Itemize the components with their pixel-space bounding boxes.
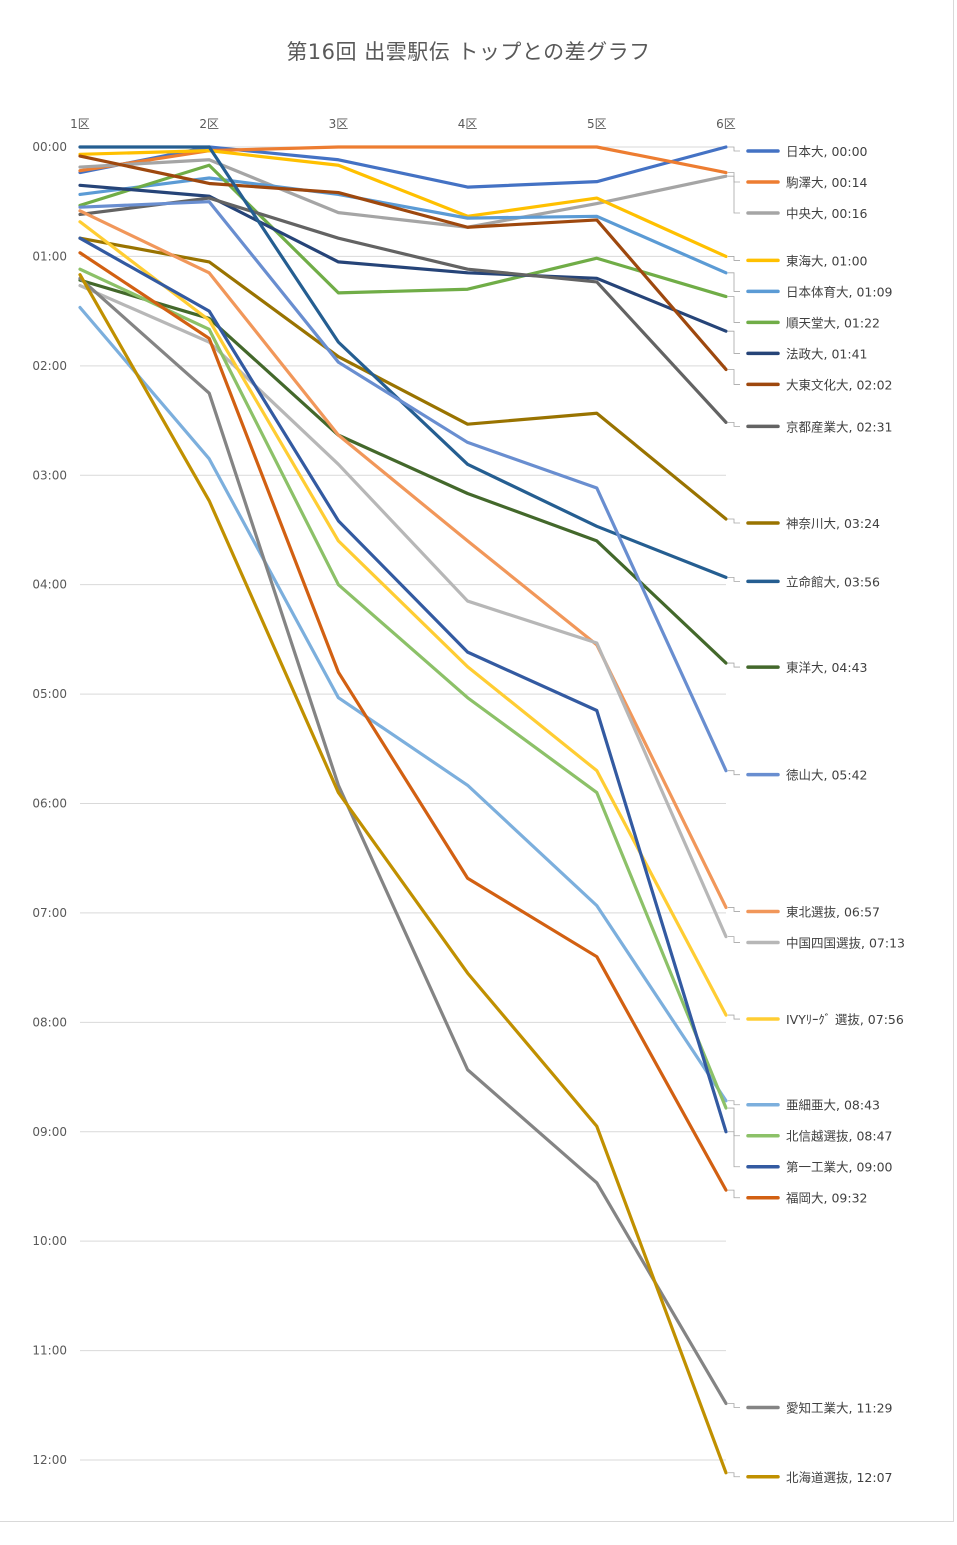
legend-label: 愛知工業大, 11:29: [786, 1400, 893, 1415]
legend-label: 亜細亜大, 08:43: [786, 1098, 880, 1113]
series-line: [78, 145, 728, 175]
x-tick-label: 5区: [587, 117, 607, 131]
legend-label: 東北選抜, 06:57: [786, 904, 880, 919]
series-line: [78, 196, 728, 424]
series-line: [78, 149, 728, 259]
leader-line: [728, 576, 740, 582]
legend-label: 大東文化大, 02:02: [786, 377, 892, 392]
series-line: [78, 305, 728, 1103]
leader-line: [728, 662, 740, 668]
legend-label: 京都産業大, 02:31: [786, 419, 892, 434]
y-tick-label: 08:00: [32, 1015, 67, 1029]
y-tick-label: 04:00: [32, 578, 67, 592]
leader-line: [728, 1189, 740, 1199]
leader-line: [728, 1403, 740, 1408]
y-tick-label: 01:00: [32, 249, 67, 263]
y-tick-label: 03:00: [32, 468, 67, 482]
legend-label: 中央大, 00:16: [786, 206, 868, 221]
series-line: [78, 278, 728, 665]
series-line: [78, 220, 728, 1017]
leader-line: [728, 330, 740, 354]
gridlines: [80, 146, 726, 1461]
series-line: [78, 154, 728, 372]
leader-line: [728, 256, 740, 261]
legend-label: 徳山大, 05:42: [786, 768, 867, 783]
series-line: [78, 158, 728, 229]
y-tick-label: 10:00: [32, 1234, 67, 1248]
legend-label: 中国四国選抜, 07:13: [786, 935, 905, 950]
leader-line: [728, 936, 740, 943]
y-tick-label: 07:00: [32, 906, 67, 920]
x-tick-label: 4区: [458, 117, 478, 131]
series-line: [78, 163, 728, 299]
leader-line: [728, 1014, 740, 1020]
leader-line: [728, 296, 740, 323]
x-tick-label: 2区: [199, 117, 219, 131]
series-line: [78, 236, 728, 1134]
series-line: [78, 200, 728, 773]
leader-line: [728, 907, 740, 912]
leader-line: [728, 272, 740, 292]
series-line: [78, 176, 728, 275]
legend-label: 法政大, 01:41: [786, 346, 867, 361]
legend-label: 東洋大, 04:43: [786, 660, 867, 675]
y-tick-label: 02:00: [32, 359, 67, 373]
legend-label: 立命館大, 03:56: [786, 574, 880, 589]
series-line: [78, 273, 728, 1475]
legend-label: 神奈川大, 03:24: [786, 516, 880, 531]
x-axis-ticks: 1区 2区 3区 4区 5区 6区: [70, 117, 736, 131]
y-tick-label: 11:00: [32, 1344, 67, 1358]
y-tick-label: 12:00: [32, 1453, 67, 1467]
x-tick-label: 3区: [329, 117, 349, 131]
leader-line: [728, 369, 740, 385]
legend-label: 東海大, 01:00: [786, 253, 868, 268]
series-line: [78, 283, 728, 939]
series-line: [78, 183, 728, 333]
chart-title: 第16回 出雲駅伝 トップとの差グラフ: [286, 40, 651, 64]
x-tick-label: 1区: [70, 117, 90, 131]
legend-label: 駒澤大, 00:14: [786, 175, 868, 190]
x-tick-label: 6区: [716, 117, 736, 131]
leader-line: [728, 1131, 740, 1168]
y-axis-ticks: 00:00 01:00 02:00 03:00 04:00 05:00 06:00 07:00…: [32, 140, 67, 1467]
legend-label: 第一工業大, 09:00: [786, 1160, 893, 1175]
leader-line: [728, 1472, 740, 1478]
legend-label: 順天堂大, 01:22: [786, 315, 880, 330]
legend: 日本大, 00:00 駒澤大, 00:14 中央大, 00:16 東海大, 01:00…: [728, 144, 905, 1485]
leader-line: [728, 770, 740, 776]
leader-line: [728, 1100, 740, 1106]
series-line: [78, 267, 728, 1110]
leader-line: [728, 175, 740, 214]
legend-label: 福岡大, 09:32: [786, 1191, 867, 1206]
y-tick-label: 06:00: [32, 797, 67, 811]
leader-line: [728, 1107, 740, 1137]
y-tick-label: 09:00: [32, 1125, 67, 1139]
legend-label: IVYﾘｰｸﾞ 選抜, 07:56: [786, 1012, 904, 1027]
legend-label: 日本体育大, 01:09: [786, 284, 893, 299]
legend-label: 北信越選抜, 08:47: [786, 1129, 892, 1144]
leader-line: [728, 518, 740, 524]
leader-line: [728, 146, 740, 152]
legend-label: 日本大, 00:00: [786, 144, 868, 159]
series-line: [78, 276, 728, 1406]
y-tick-label: 00:00: [32, 140, 67, 154]
series-lines: [78, 145, 728, 1475]
y-tick-label: 05:00: [32, 687, 67, 701]
leader-line: [728, 421, 740, 427]
legend-label: 北海道選抜, 12:07: [786, 1470, 892, 1485]
series-line: [78, 251, 728, 1192]
series-line: [78, 236, 728, 521]
